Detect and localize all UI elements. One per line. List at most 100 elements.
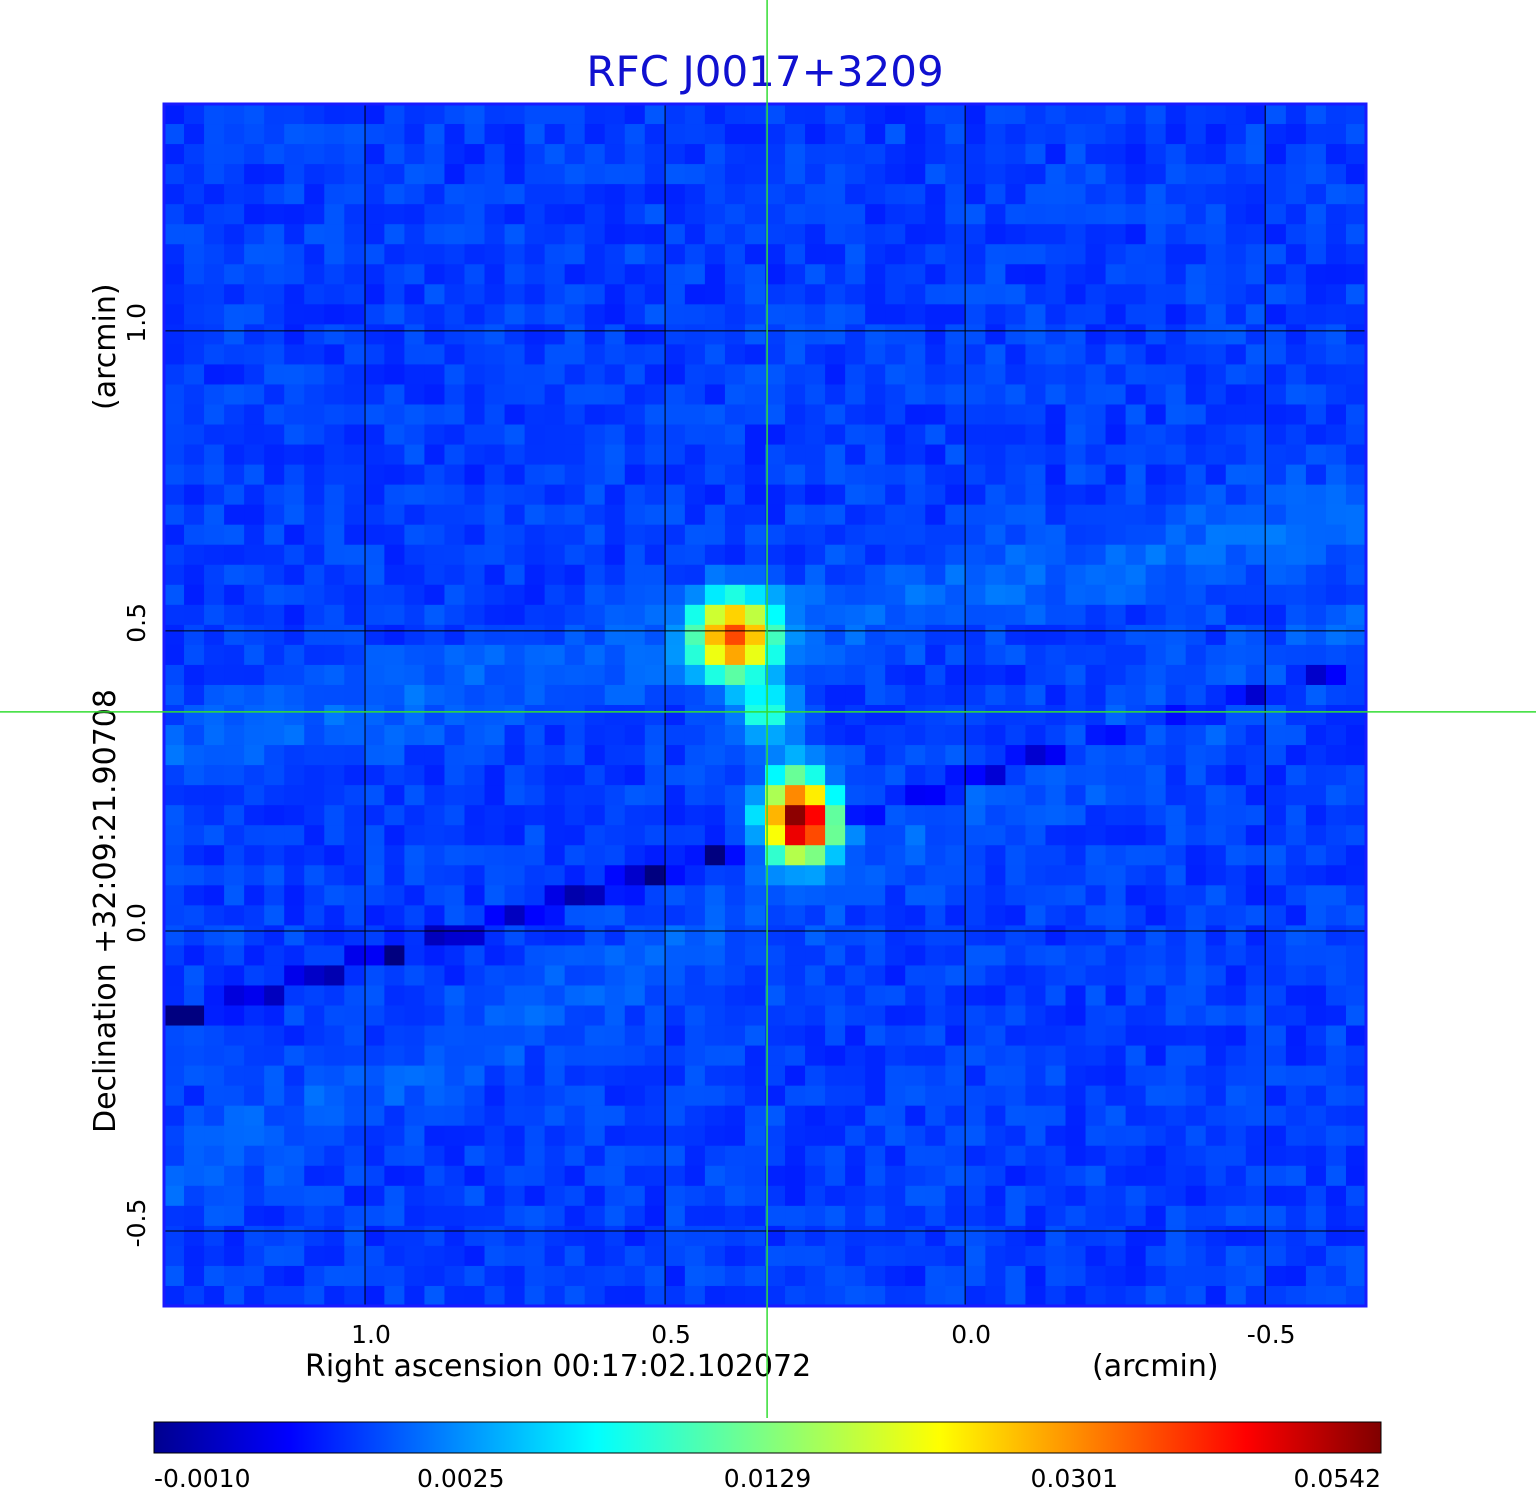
map-pixel <box>1085 524 1107 546</box>
map-pixel <box>845 244 866 265</box>
map-pixel <box>664 264 686 285</box>
map-pixel <box>1065 324 1087 345</box>
map-pixel <box>364 324 385 345</box>
map-pixel <box>1145 925 1167 946</box>
map-pixel <box>484 164 506 185</box>
map-pixel <box>1145 144 1167 165</box>
map-pixel <box>1305 1285 1327 1307</box>
map-pixel <box>1065 1265 1087 1287</box>
map-pixel <box>424 624 446 646</box>
map-pixel <box>1025 725 1047 746</box>
map-pixel <box>825 845 846 866</box>
map-pixel <box>1285 1125 1307 1147</box>
map-pixel <box>424 364 446 386</box>
map-pixel <box>744 624 766 646</box>
map-pixel <box>1345 725 1367 746</box>
map-pixel <box>684 604 706 626</box>
map-pixel <box>164 705 185 726</box>
map-pixel <box>805 624 826 646</box>
map-pixel <box>524 364 546 386</box>
map-pixel <box>765 684 786 706</box>
map-pixel <box>184 1265 205 1287</box>
map-pixel <box>604 1105 626 1127</box>
map-pixel <box>704 204 726 225</box>
map-pixel <box>684 885 706 906</box>
map-pixel <box>364 725 385 746</box>
map-pixel <box>684 364 706 386</box>
map-pixel <box>184 865 205 886</box>
map-pixel <box>184 504 205 526</box>
map-pixel <box>1065 584 1087 606</box>
map-pixel <box>1205 584 1227 606</box>
map-pixel <box>604 384 626 406</box>
map-pixel <box>985 684 1006 706</box>
map-pixel <box>1305 184 1327 205</box>
map-pixel <box>1125 684 1147 706</box>
map-pixel <box>364 524 385 546</box>
map-pixel <box>1325 945 1347 967</box>
map-pixel <box>524 905 546 926</box>
map-pixel <box>524 484 546 506</box>
map-pixel <box>825 584 846 606</box>
map-pixel <box>1065 624 1087 646</box>
map-pixel <box>184 1245 205 1267</box>
map-pixel <box>1105 244 1127 265</box>
map-pixel <box>684 1045 706 1067</box>
map-pixel <box>564 624 586 646</box>
map-pixel <box>484 785 506 806</box>
map-pixel <box>1145 1065 1167 1087</box>
map-pixel <box>164 104 185 125</box>
map-pixel <box>1245 364 1267 386</box>
map-pixel <box>324 985 345 1007</box>
map-pixel <box>544 444 566 466</box>
map-pixel <box>985 825 1006 846</box>
map-pixel <box>1245 1125 1267 1147</box>
map-pixel <box>204 164 225 185</box>
map-pixel <box>1065 204 1087 225</box>
map-pixel <box>304 785 325 806</box>
map-pixel <box>1145 1205 1167 1227</box>
map-pixel <box>845 885 866 906</box>
map-pixel <box>704 785 726 806</box>
map-pixel <box>644 985 666 1007</box>
map-pixel <box>484 564 506 586</box>
map-pixel <box>304 524 325 546</box>
map-pixel <box>484 244 506 265</box>
map-pixel <box>284 825 305 846</box>
map-pixel <box>724 1165 746 1187</box>
map-pixel <box>945 785 966 806</box>
map-pixel <box>1345 284 1367 305</box>
map-pixel <box>264 204 285 225</box>
map-pixel <box>644 1025 666 1047</box>
map-pixel <box>1105 805 1127 826</box>
map-pixel <box>204 424 225 446</box>
map-pixel <box>464 1125 486 1147</box>
map-pixel <box>484 885 506 906</box>
map-pixel <box>264 705 285 726</box>
map-pixel <box>1085 1245 1107 1267</box>
map-pixel <box>604 1125 626 1147</box>
map-pixel <box>845 1205 866 1227</box>
map-pixel <box>825 1245 846 1267</box>
map-pixel <box>544 1025 566 1047</box>
map-pixel <box>805 905 826 926</box>
map-pixel <box>244 865 265 886</box>
map-pixel <box>1005 584 1027 606</box>
map-pixel <box>885 1065 906 1087</box>
map-pixel <box>164 765 185 786</box>
map-pixel <box>925 825 946 846</box>
map-pixel <box>945 464 966 486</box>
map-pixel <box>724 825 746 846</box>
map-pixel <box>284 1085 305 1107</box>
map-pixel <box>344 1045 365 1067</box>
map-pixel <box>1285 264 1307 285</box>
map-pixel <box>224 404 245 426</box>
map-pixel <box>244 284 265 305</box>
map-pixel <box>1045 624 1067 646</box>
map-pixel <box>204 1205 225 1227</box>
map-pixel <box>264 644 285 666</box>
map-pixel <box>384 1125 405 1147</box>
map-pixel <box>624 284 646 305</box>
map-pixel <box>765 504 786 526</box>
map-pixel <box>825 925 846 946</box>
